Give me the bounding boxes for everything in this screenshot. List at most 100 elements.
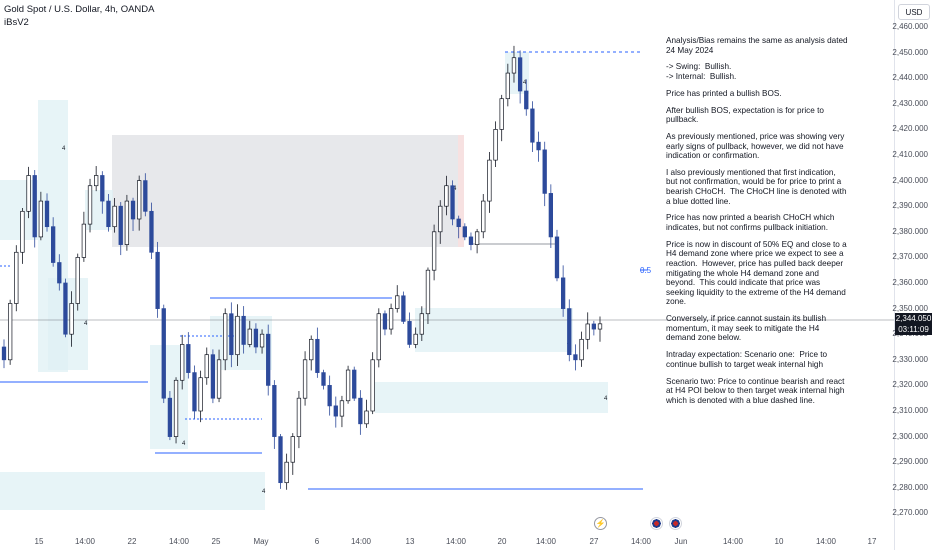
candle-body (585, 323, 590, 340)
candle-body (407, 321, 412, 345)
price-tick: 2,360.000 (892, 278, 928, 287)
candle-body (358, 397, 363, 425)
candle-body (505, 72, 510, 100)
candle-body (186, 344, 191, 373)
candle-body (259, 333, 265, 348)
candles (1, 45, 603, 490)
candle-body (210, 354, 216, 399)
candle-body (462, 226, 467, 238)
last-price-label: 2,344.050 03:11:09 (895, 313, 932, 335)
candle-body (579, 338, 584, 361)
price-axis-separator (894, 0, 895, 550)
candle-body (51, 226, 56, 263)
candle-body (339, 400, 345, 417)
price-tick: 2,400.000 (892, 175, 928, 185)
note-paragraph: Scenario two: Price to continue bearish … (666, 376, 847, 405)
candle-body (315, 338, 320, 373)
dividend-event-icon[interactable]: ⚡ (594, 517, 607, 530)
candle-body (364, 410, 369, 425)
candle-body (487, 159, 492, 202)
candle-body (137, 180, 142, 220)
candle-body (345, 369, 351, 402)
candle-body (57, 262, 62, 284)
zone-marker: 4 (604, 396, 608, 402)
indicator-label[interactable]: iBsV2 (4, 17, 29, 28)
candle-body (517, 57, 523, 92)
candle-body (511, 57, 517, 74)
h4-poi-zone (375, 382, 608, 413)
us-flag-event-icon[interactable] (669, 517, 682, 530)
price-tick: 2,450.000 (892, 47, 928, 57)
candle-body (382, 313, 388, 330)
candle-body (536, 141, 541, 151)
candle-body (573, 354, 578, 361)
time-tick: 6 (314, 537, 320, 546)
zone-marker: 4 (453, 186, 457, 192)
demand-zone (0, 180, 38, 240)
time-tick: May (253, 537, 269, 546)
candle-body (7, 303, 13, 361)
supply-zone (112, 135, 458, 247)
note-paragraph: Price is now in discount of 50% EQ and c… (666, 239, 849, 307)
note-paragraph: As previously mentioned, price was showi… (666, 131, 847, 161)
time-tick: 15 (34, 537, 44, 546)
candle-body (216, 359, 222, 399)
price-tick: 2,270.000 (892, 508, 928, 518)
price-tick: 2,390.000 (892, 201, 928, 211)
candle-body (591, 323, 597, 330)
candle-body (180, 344, 185, 381)
candle-body (173, 379, 179, 437)
candle-body (149, 210, 154, 253)
demand-zone (48, 278, 88, 370)
time-tick: 14:00 (630, 537, 652, 546)
price-tick: 2,460.000 (892, 22, 928, 31)
price-tick: 2,290.000 (892, 457, 928, 467)
candle-body (413, 333, 418, 345)
time-tick: Jun (674, 537, 688, 546)
candle-body (235, 315, 240, 356)
time-tick: 14:00 (168, 537, 190, 546)
price-tick: 2,330.000 (892, 354, 928, 364)
candle-body (554, 236, 560, 279)
time-tick: 17 (867, 537, 877, 546)
price-tick: 2,370.000 (892, 252, 928, 262)
candle-body (69, 303, 74, 335)
note-paragraph: Price has now printed a bearish CHoCH wh… (666, 213, 837, 233)
candle-body (247, 328, 252, 345)
symbol-title[interactable]: Gold Spot / U.S. Dollar, 4h, OANDA (4, 4, 155, 15)
supply-zone-edge (458, 135, 464, 247)
candle-body (223, 313, 228, 361)
time-tick: 14:00 (74, 537, 96, 546)
price-tick: 2,380.000 (892, 226, 928, 236)
candle-body (229, 313, 234, 356)
price-tick: 2,280.000 (892, 482, 928, 492)
bar-countdown: 03:11:09 (898, 325, 929, 334)
candle-body (468, 236, 474, 245)
note-paragraph: Price has printed a bullish BOS. (666, 88, 782, 98)
candle-body (167, 397, 173, 437)
time-tick: 13 (405, 537, 415, 546)
time-tick: 22 (127, 537, 137, 546)
candle-body (112, 205, 117, 228)
candle-body (309, 338, 314, 361)
time-tick: 27 (589, 537, 599, 546)
candle-body (542, 149, 547, 194)
candle-body (425, 269, 431, 315)
candle-body (530, 108, 535, 143)
note-paragraph: After bullish BOS, expectation is for pr… (666, 105, 827, 125)
currency-button[interactable]: USD (898, 4, 930, 20)
zone-marker: 4 (262, 489, 266, 495)
candle-body (75, 257, 80, 304)
candle-body (302, 359, 308, 399)
candle-body (431, 231, 437, 271)
candle-body (481, 200, 486, 233)
price-tick: 2,320.000 (892, 380, 928, 390)
note-paragraph: -> Swing: Bullish. -> Internal: Bullish. (666, 62, 737, 81)
us-flag-event-icon[interactable] (650, 517, 663, 530)
candle-body (241, 315, 246, 345)
candle-body (1, 346, 7, 361)
candle-body (321, 372, 326, 386)
candle-body (87, 185, 93, 225)
candle-body (63, 282, 68, 335)
